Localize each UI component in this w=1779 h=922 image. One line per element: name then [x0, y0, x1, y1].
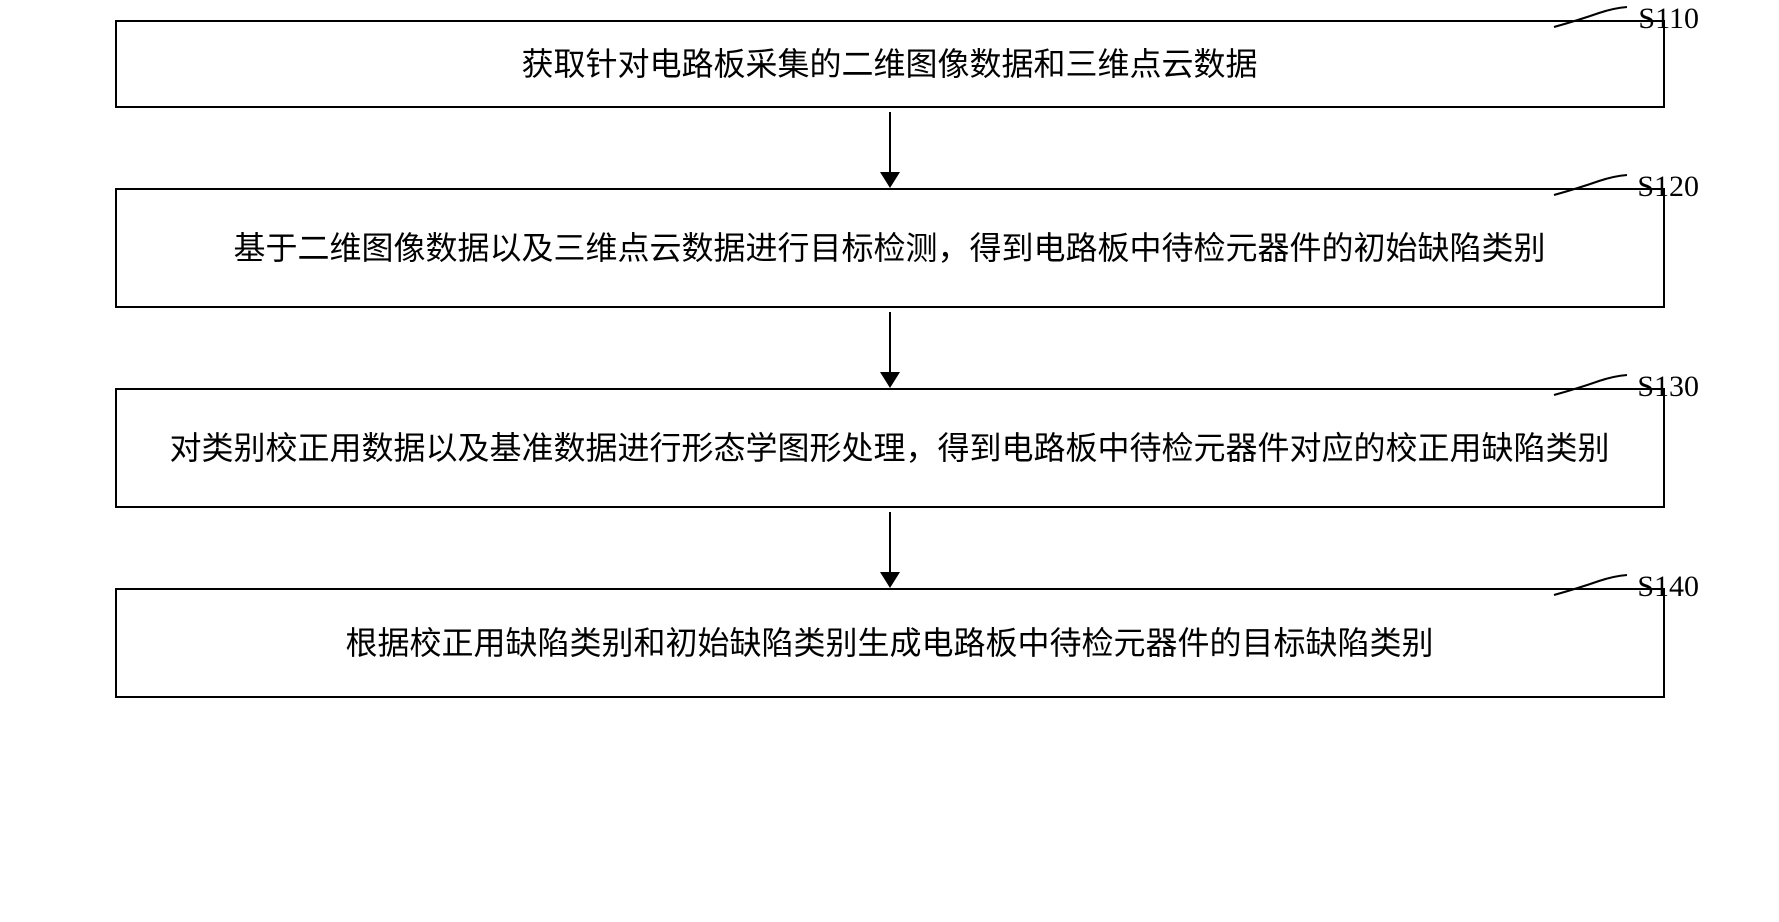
- step-box-3: 对类别校正用数据以及基准数据进行形态学图形处理，得到电路板中待检元器件对应的校正…: [115, 388, 1665, 508]
- arrow-2: [880, 308, 900, 388]
- step-box-4: 根据校正用缺陷类别和初始缺陷类别生成电路板中待检元器件的目标缺陷类别: [115, 588, 1665, 698]
- flowchart-container: S110 获取针对电路板采集的二维图像数据和三维点云数据 S120 基于二维图像…: [50, 20, 1729, 698]
- arrow-3: [880, 508, 900, 588]
- arrow-head-1: [880, 172, 900, 188]
- arrow-line-1: [889, 112, 891, 172]
- step-box-1: 获取针对电路板采集的二维图像数据和三维点云数据: [115, 20, 1665, 108]
- arrow-line-2: [889, 312, 891, 372]
- step-text-2: 基于二维图像数据以及三维点云数据进行目标检测，得到电路板中待检元器件的初始缺陷类…: [233, 224, 1545, 272]
- step-box-2: 基于二维图像数据以及三维点云数据进行目标检测，得到电路板中待检元器件的初始缺陷类…: [115, 188, 1665, 308]
- step-text-1: 获取针对电路板采集的二维图像数据和三维点云数据: [521, 40, 1257, 88]
- arrow-1: [880, 108, 900, 188]
- step-text-4: 根据校正用缺陷类别和初始缺陷类别生成电路板中待检元器件的目标缺陷类别: [345, 619, 1433, 667]
- step-container-3: S130 对类别校正用数据以及基准数据进行形态学图形处理，得到电路板中待检元器件…: [50, 388, 1729, 508]
- arrow-line-3: [889, 512, 891, 572]
- step-text-3: 对类别校正用数据以及基准数据进行形态学图形处理，得到电路板中待检元器件对应的校正…: [169, 424, 1609, 472]
- arrow-head-2: [880, 372, 900, 388]
- step-container-2: S120 基于二维图像数据以及三维点云数据进行目标检测，得到电路板中待检元器件的…: [50, 188, 1729, 308]
- step-container-4: S140 根据校正用缺陷类别和初始缺陷类别生成电路板中待检元器件的目标缺陷类别: [50, 588, 1729, 698]
- step-container-1: S110 获取针对电路板采集的二维图像数据和三维点云数据: [50, 20, 1729, 108]
- arrow-head-3: [880, 572, 900, 588]
